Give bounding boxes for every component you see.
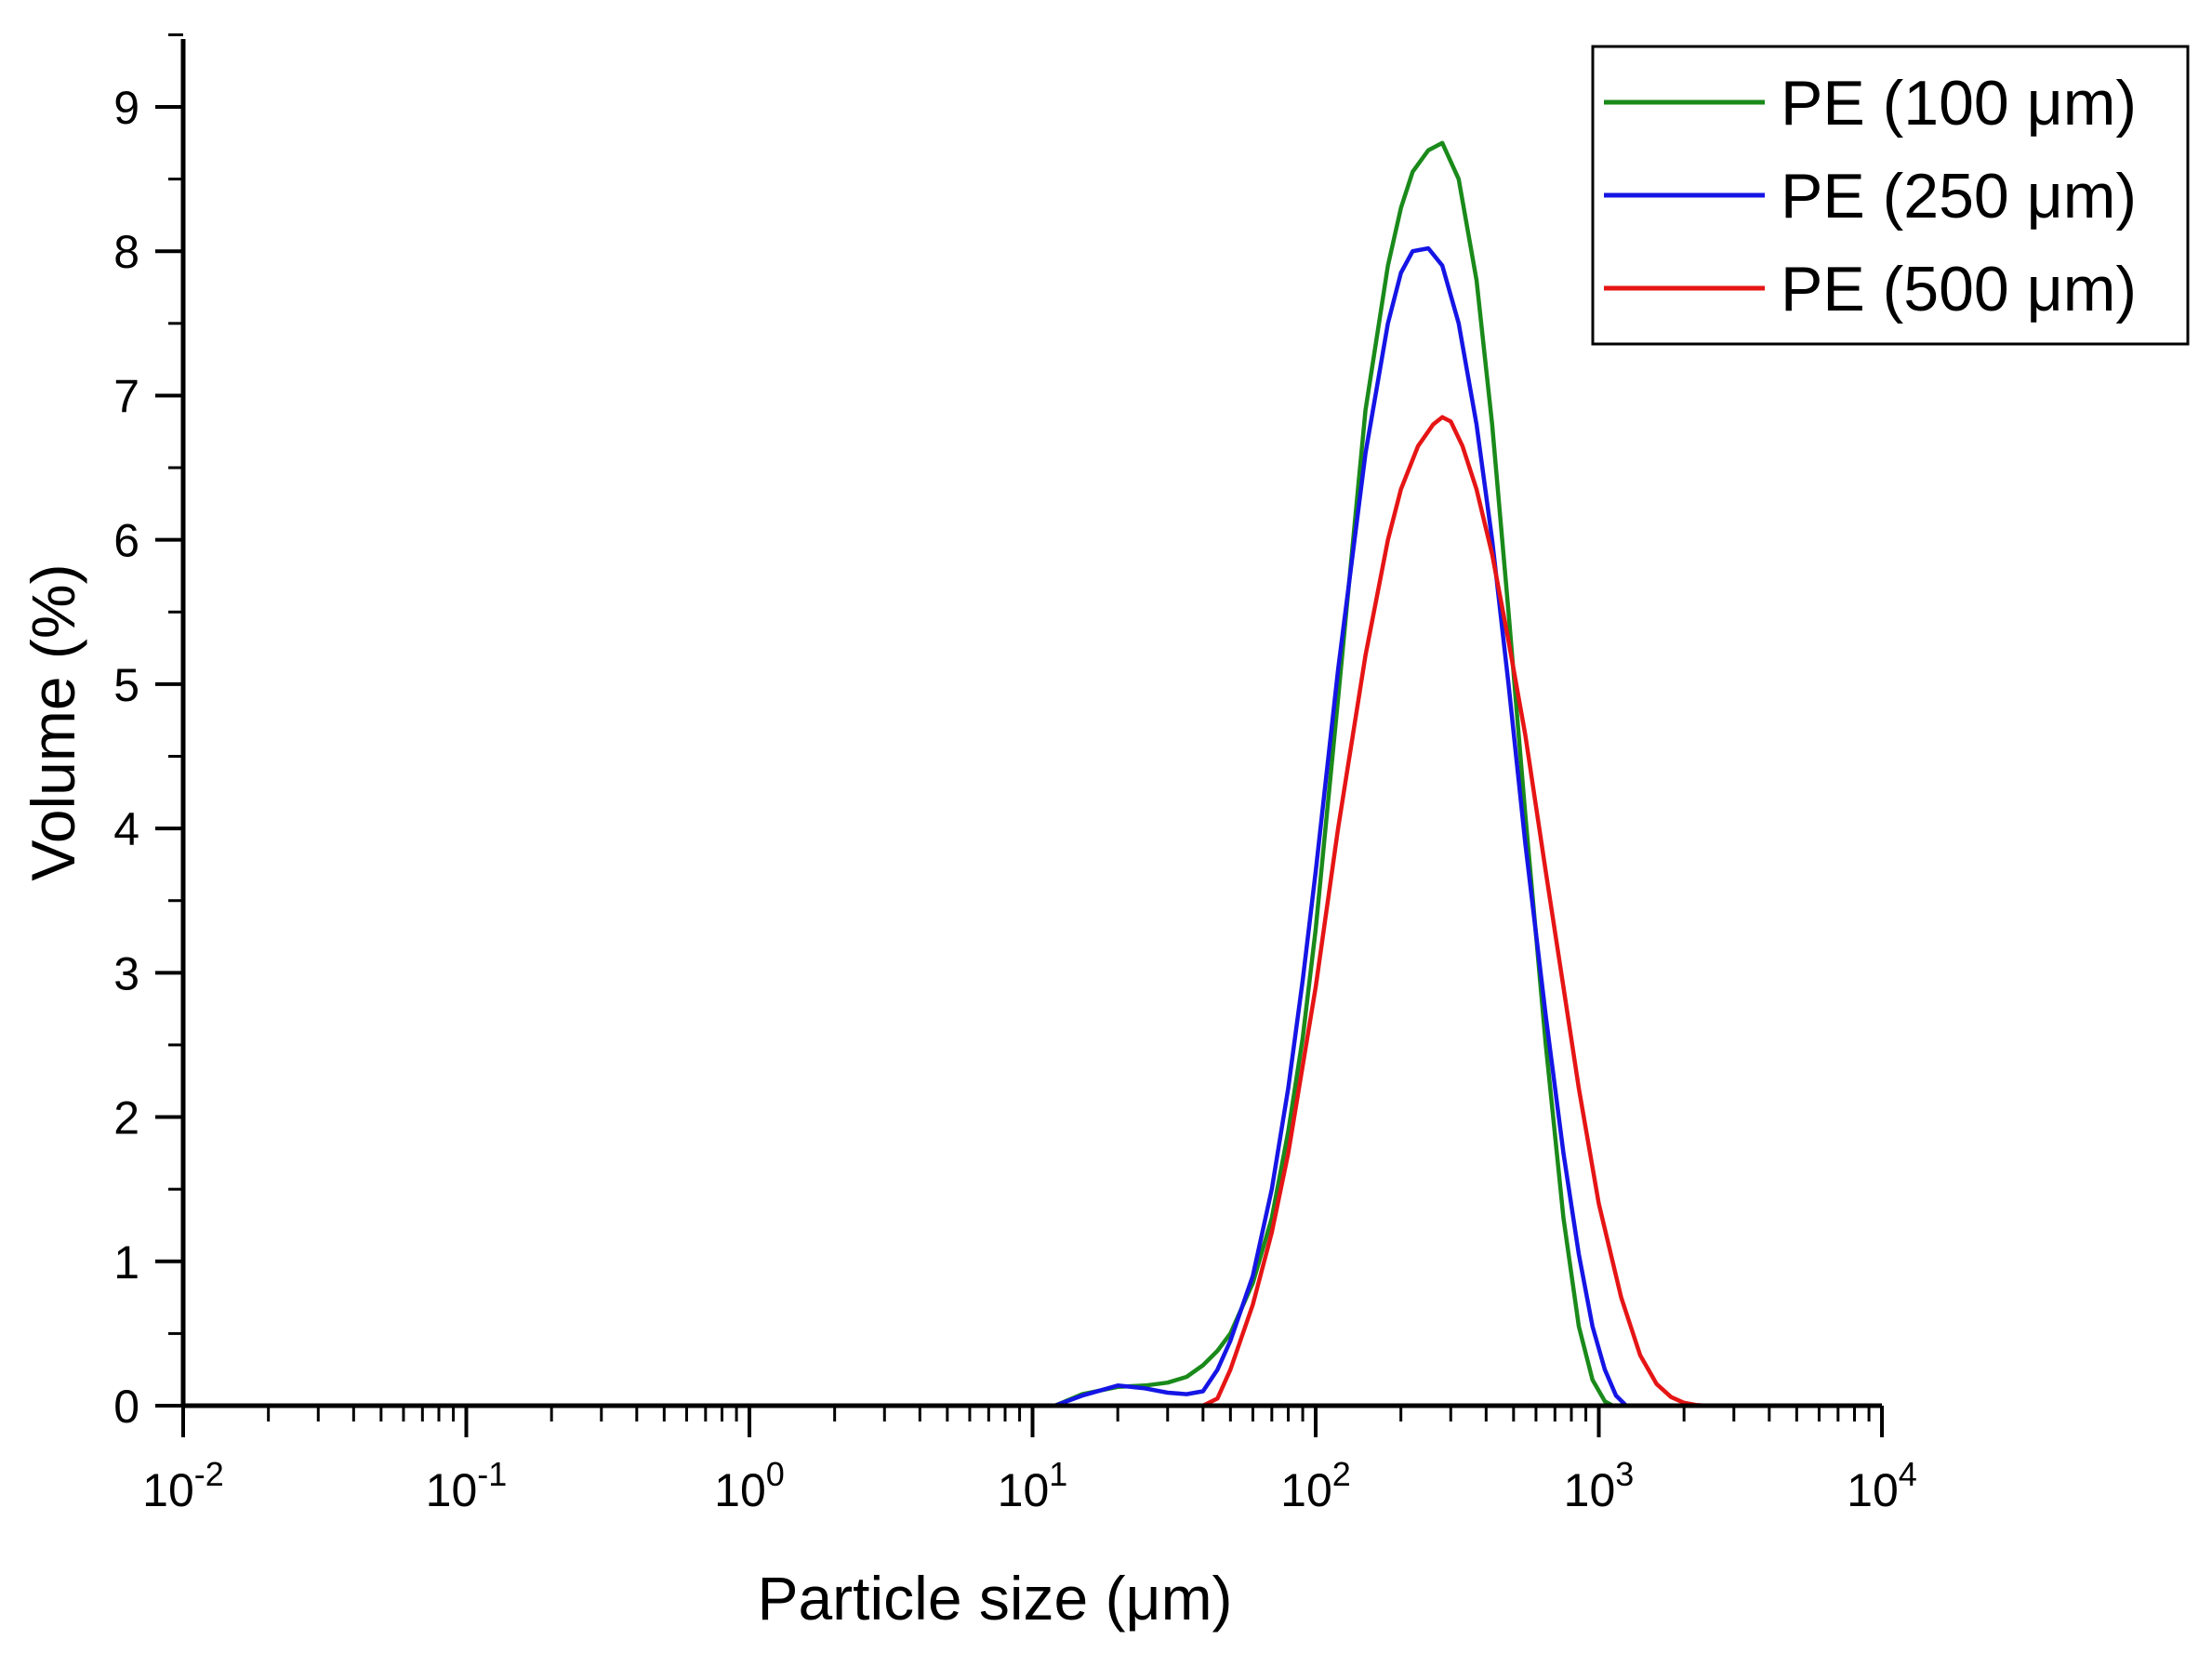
y-tick-label: 2 [113,1092,139,1144]
x-tick-label: 103 [1564,1455,1635,1516]
x-axis-title: Particle size (μm) [757,1564,1232,1633]
y-tick-label: 6 [113,515,139,567]
y-tick-label: 4 [113,803,139,855]
y-tick-label: 1 [113,1236,139,1289]
legend-label-2: PE (250 μm) [1781,161,2137,231]
y-tick-label: 9 [113,82,139,134]
x-tick-label: 100 [714,1455,785,1516]
x-tick-label: 102 [1280,1455,1351,1516]
y-tick-label: 5 [113,659,139,711]
legend: PE (100 μm) PE (250 μm) PE (500 μm) [1591,45,2190,346]
x-ticks: 10-2 10-1 100 101 102 103 104 [142,1406,1917,1516]
y-tick-label: 8 [113,226,139,278]
x-tick-label: 104 [1847,1455,1917,1516]
x-tick-label: 10-2 [142,1455,224,1516]
y-tick-label: 0 [113,1381,139,1433]
series-line-3 [183,415,1882,1408]
y-tick-label: 7 [113,370,139,422]
legend-label-1: PE (100 μm) [1781,68,2137,139]
y-ticks: 0 1 2 3 4 5 6 7 8 9 [113,33,183,1433]
y-tick-label: 3 [113,947,139,999]
series-line-2 [183,245,1882,1408]
series-line-1 [183,140,1882,1408]
legend-label-3: PE (500 μm) [1781,254,2137,324]
x-tick-label: 10-1 [426,1455,508,1516]
plot-lines [183,140,1882,1408]
y-axis-title: Volume (%) [19,563,87,880]
x-tick-label: 101 [998,1455,1068,1516]
